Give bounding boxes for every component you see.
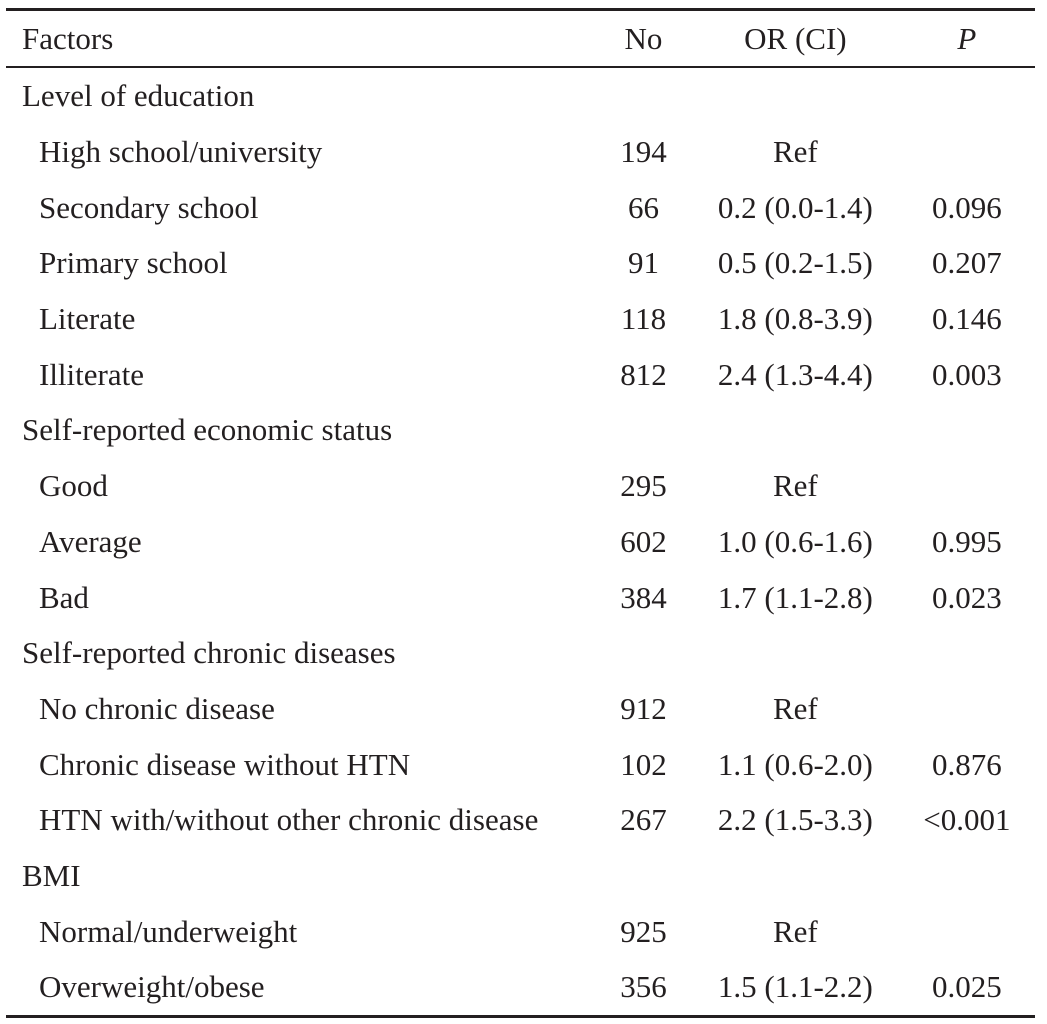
p-value-cell: [899, 458, 1035, 514]
no-cell: 602: [620, 523, 667, 559]
no-cell: 91: [627, 245, 659, 281]
table-row: Primary school 91 0.5 (0.2-1.5) 0.207: [6, 235, 1035, 291]
p-value-cell: 0.876: [932, 746, 1002, 782]
header-no: No: [624, 21, 663, 56]
table-row: Literate 118 1.8 (0.8-3.9) 0.146: [6, 291, 1035, 347]
or-ci-cell: 1.7 (1.1-2.8): [717, 579, 873, 615]
factor-cell: HTN with/without other chronic disease: [39, 802, 539, 838]
or-ci-cell: 2.4 (1.3-4.4): [717, 356, 873, 392]
p-value-cell: 0.025: [932, 969, 1002, 1005]
header-p-value: P: [957, 21, 977, 56]
table-row: High school/university 194 Ref: [6, 124, 1035, 180]
p-value-cell: 0.207: [932, 245, 1002, 281]
p-value-cell: 0.995: [932, 523, 1002, 559]
or-ci-cell: 1.1 (0.6-2.0): [717, 746, 873, 782]
table-row: No chronic disease 912 Ref: [6, 681, 1035, 737]
table-row: Bad 384 1.7 (1.1-2.8) 0.023: [6, 569, 1035, 625]
factor-cell: Overweight/obese: [39, 969, 265, 1005]
table-row: Illiterate 812 2.4 (1.3-4.4) 0.003: [6, 346, 1035, 402]
table-header: Factors No OR (CI) P: [6, 9, 1035, 67]
or-ci-cell: 1.0 (0.6-1.6): [717, 523, 873, 559]
group-header-row: Self-reported chronic diseases: [6, 625, 1035, 681]
or-ci-cell: Ref: [772, 134, 818, 170]
p-value-cell: 0.146: [932, 301, 1002, 337]
table-row: Normal/underweight 925 Ref: [6, 903, 1035, 959]
factor-cell: Secondary school: [39, 189, 259, 225]
or-ci-cell: 1.8 (0.8-3.9): [717, 301, 873, 337]
no-cell: 102: [620, 746, 667, 782]
or-ci-cell: 2.2 (1.5-3.3): [717, 802, 873, 838]
header-row: Factors No OR (CI) P: [6, 9, 1035, 67]
odds-ratio-table: Factors No OR (CI) P Level of education H…: [6, 8, 1035, 1018]
no-cell: 295: [620, 468, 667, 504]
header-or-ci: OR (CI): [744, 21, 847, 56]
table-body: Level of education High school/university…: [6, 67, 1035, 1017]
group-header-row: BMI: [6, 848, 1035, 904]
group-label: Self-reported chronic diseases: [22, 635, 396, 671]
no-cell: 812: [620, 356, 667, 392]
p-value-cell: 0.003: [932, 356, 1002, 392]
no-cell: 925: [620, 913, 667, 949]
no-cell: 356: [620, 969, 667, 1005]
or-ci-cell: 0.5 (0.2-1.5): [717, 245, 873, 281]
table-row: HTN with/without other chronic disease 26…: [6, 792, 1035, 848]
p-value-cell: [899, 124, 1035, 180]
no-cell: 118: [620, 301, 667, 337]
no-cell: 912: [620, 690, 667, 726]
or-ci-cell: 1.5 (1.1-2.2): [717, 969, 873, 1005]
p-value-cell: 0.023: [932, 579, 1002, 615]
factor-cell: Literate: [39, 301, 136, 337]
factor-cell: Chronic disease without HTN: [39, 746, 411, 782]
p-value-cell: [899, 681, 1035, 737]
group-header-row: Self-reported economic status: [6, 402, 1035, 458]
group-label: Self-reported economic status: [22, 412, 393, 448]
results-table-container: Factors No OR (CI) P Level of education H…: [6, 8, 1035, 1018]
factor-cell: No chronic disease: [39, 690, 275, 726]
p-value-cell: 0.096: [932, 189, 1002, 225]
table-row: Good 295 Ref: [6, 458, 1035, 514]
or-ci-cell: Ref: [772, 913, 818, 949]
factor-cell: Primary school: [39, 245, 228, 281]
table-row: Average 602 1.0 (0.6-1.6) 0.995: [6, 514, 1035, 570]
or-ci-cell: Ref: [772, 468, 818, 504]
group-header-row: Level of education: [6, 67, 1035, 124]
group-label: BMI: [22, 857, 81, 893]
no-cell: 194: [620, 134, 667, 170]
header-factors: Factors: [22, 21, 114, 56]
table-row: Overweight/obese 356 1.5 (1.1-2.2) 0.025: [6, 959, 1035, 1017]
or-ci-cell: 0.2 (0.0-1.4): [717, 189, 873, 225]
table-row: Secondary school 66 0.2 (0.0-1.4) 0.096: [6, 179, 1035, 235]
factor-cell: Normal/underweight: [39, 913, 298, 949]
no-cell: 66: [627, 189, 659, 225]
p-value-cell: [899, 903, 1035, 959]
factor-cell: High school/university: [39, 134, 323, 170]
or-ci-cell: Ref: [772, 690, 818, 726]
factor-cell: Bad: [39, 579, 89, 615]
p-value-cell: <0.001: [923, 802, 1011, 838]
factor-cell: Good: [39, 468, 108, 504]
group-label: Level of education: [22, 78, 255, 114]
factor-cell: Illiterate: [39, 356, 144, 392]
factor-cell: Average: [39, 523, 142, 559]
no-cell: 267: [620, 802, 667, 838]
no-cell: 384: [620, 579, 667, 615]
table-row: Chronic disease without HTN 102 1.1 (0.6-2…: [6, 736, 1035, 792]
